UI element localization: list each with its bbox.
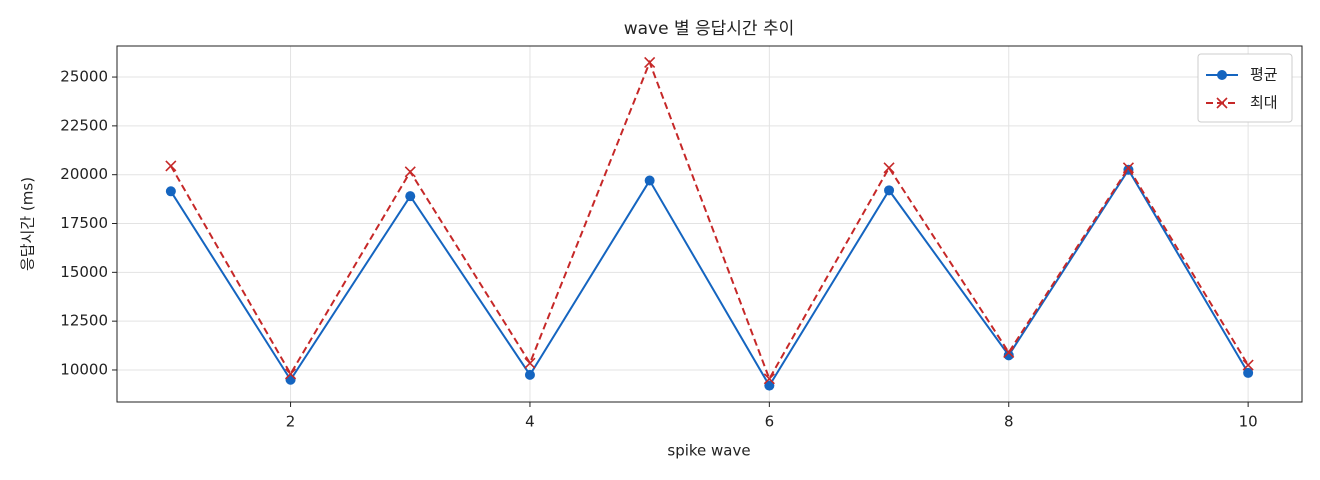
- x-tick-label: 6: [765, 413, 775, 431]
- marker: [1243, 367, 1254, 378]
- y-tick-label: 20000: [60, 165, 108, 183]
- chart-title: wave 별 응답시간 추이: [624, 19, 795, 39]
- x-tick-label: 2: [286, 413, 296, 431]
- legend-marker: [1217, 70, 1227, 80]
- x-axis-label: spike wave: [667, 442, 750, 460]
- marker: [284, 368, 297, 380]
- line: [170, 167, 1250, 388]
- marker: [1003, 346, 1015, 358]
- legend-box: [1197, 53, 1293, 123]
- marker: [884, 185, 895, 196]
- marker: [165, 186, 176, 197]
- marker: [524, 357, 536, 369]
- marker: [1003, 350, 1014, 361]
- x-tick-label: 10: [1239, 413, 1258, 431]
- legend-marker: [1216, 97, 1228, 109]
- x-tick-label: 8: [1004, 413, 1014, 431]
- line: [169, 59, 1249, 382]
- marker: [404, 166, 416, 178]
- y-tick-label: 15000: [60, 263, 108, 281]
- marker: [165, 160, 177, 172]
- y-tick-label: 17500: [60, 214, 108, 232]
- marker: [1122, 162, 1135, 174]
- y-axis-label: 응답시간 (ms): [19, 177, 37, 271]
- marker: [763, 373, 775, 385]
- y-tick-label: 25000: [60, 68, 108, 86]
- marker: [285, 374, 296, 385]
- y-tick-label: 12500: [60, 312, 108, 330]
- y-tick-label: 10000: [60, 360, 108, 378]
- marker: [644, 56, 656, 68]
- legend-label: 최대: [1250, 94, 1278, 112]
- marker: [764, 380, 775, 391]
- y-tick-label: 22500: [60, 116, 108, 134]
- marker: [524, 369, 535, 380]
- plot-frame: [116, 45, 1303, 403]
- marker: [1242, 359, 1254, 371]
- marker: [405, 191, 416, 202]
- marker: [644, 175, 655, 186]
- legend-label: 평균: [1250, 66, 1278, 84]
- marker: [883, 162, 895, 174]
- x-tick-label: 4: [525, 413, 535, 431]
